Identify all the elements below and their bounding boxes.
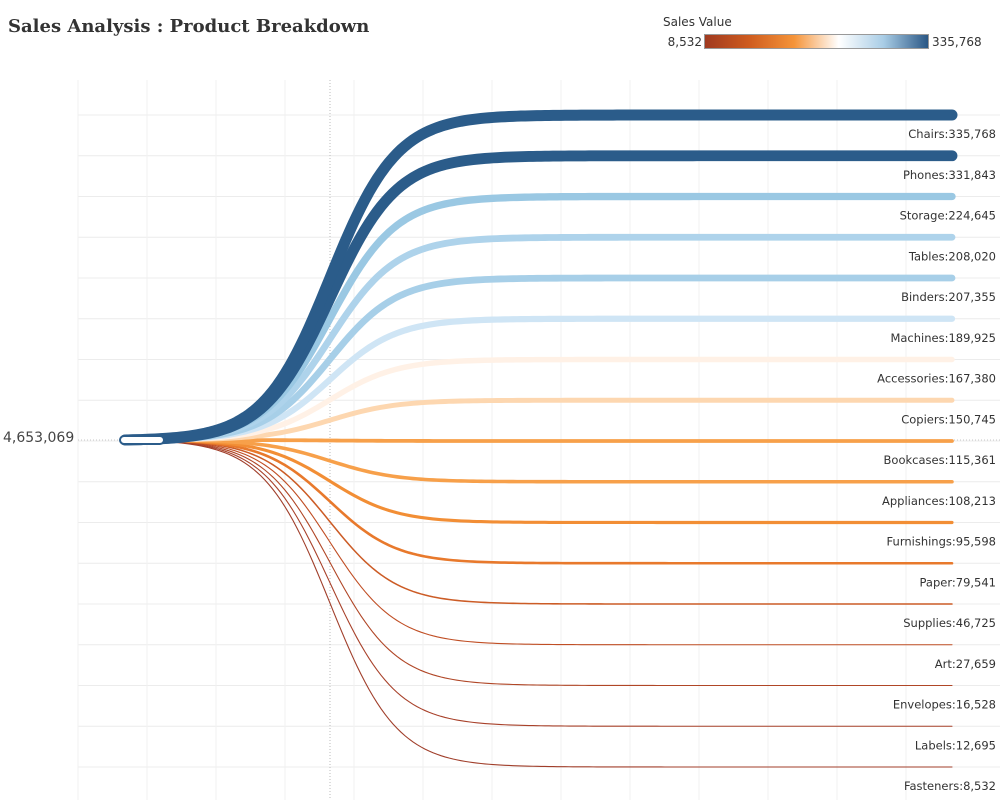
label-fasteners: Fasteners:8,532 [904,779,996,793]
label-paper: Paper:79,541 [920,575,996,589]
label-copiers: Copiers:150,745 [901,412,996,426]
label-accessories: Accessories:167,380 [877,372,996,386]
total-label: 4,653,069 [3,430,75,446]
flow-furnishings [123,438,954,525]
flow-tables [121,233,956,444]
label-tables: Tables:208,020 [908,249,996,263]
chart-title: Sales Analysis : Product Breakdown [8,16,370,37]
color-legend-bar [704,34,929,49]
legend-max-label: 335,768 [932,35,982,49]
label-labels: Labels:12,695 [915,738,996,752]
label-envelopes: Envelopes:16,528 [893,698,996,712]
legend-title: Sales Value [663,15,732,29]
label-binders: Binders:207,355 [901,290,996,304]
label-appliances: Appliances:108,213 [882,494,996,508]
flow-art [124,439,953,646]
label-storage: Storage:224,645 [900,209,996,223]
flow-bookcases [123,438,954,443]
flow-labels [124,439,953,727]
label-bookcases: Bookcases:115,361 [884,453,996,467]
label-furnishings: Furnishings:95,598 [887,535,996,549]
flow-binders [121,274,956,444]
label-art: Art:27,659 [935,657,996,671]
flow-supplies [124,439,953,605]
label-machines: Machines:189,925 [890,331,996,345]
flow-envelopes [124,439,953,687]
label-chairs: Chairs:335,768 [908,127,996,141]
flows [119,109,958,768]
source-node [119,435,165,445]
flow-copiers [122,397,955,443]
flow-chairs [119,109,958,446]
flow-fasteners [124,439,953,768]
flow-accessories [122,356,955,443]
legend-min-label: 8,532 [667,35,702,49]
flow-paper [123,438,954,565]
flow-machines [121,315,956,444]
label-supplies: Supplies:46,725 [903,616,996,630]
label-phones: Phones:331,843 [903,168,996,182]
category-labels: Chairs:335,768 Phones:331,843 Storage:224,… [877,127,996,793]
flow-appliances [123,438,954,484]
